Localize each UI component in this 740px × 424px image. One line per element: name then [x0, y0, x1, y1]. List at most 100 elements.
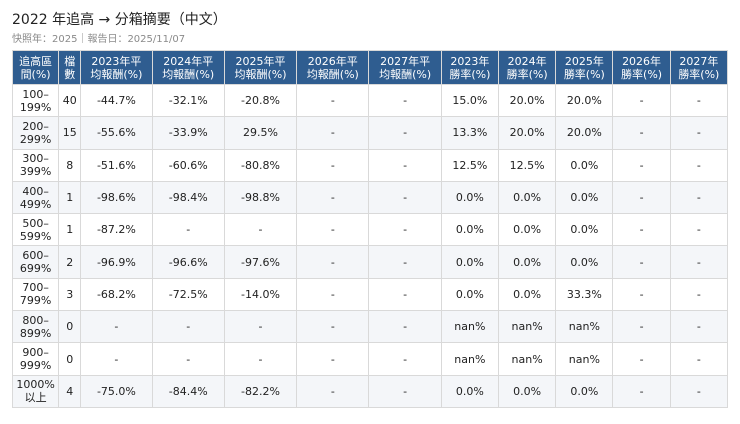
- header-line: 2025年: [564, 54, 604, 68]
- return-2027-cell: -: [368, 310, 442, 344]
- range-line: 599%: [19, 229, 52, 243]
- count-cell: 1: [58, 213, 82, 247]
- header-line: 2027年平: [380, 54, 431, 68]
- winrate-2026-cell: -: [612, 374, 671, 408]
- return-2024-cell: -: [151, 213, 225, 247]
- winrate-2025-cell: 33.3%: [555, 277, 614, 312]
- return-2024-cell: -33.9%: [151, 116, 225, 150]
- range-line: 900–: [22, 346, 49, 360]
- range-line: 400–: [22, 184, 49, 198]
- winrate-2023-cell: 0.0%: [440, 277, 499, 312]
- range-cell: 500– 599%: [11, 213, 60, 247]
- table-row: 700– 799% 3 -68.2% -72.5% -14.0% - -0.0% 0.0% 33.…: [11, 277, 729, 312]
- count-cell: 15: [58, 116, 82, 150]
- winrate-2024-cell: 0.0%: [497, 245, 557, 279]
- column-header-return-2026: 2026年平 均報酬(%): [296, 50, 370, 85]
- winrate-2027-cell: -: [669, 342, 729, 376]
- return-2026-cell: -: [296, 213, 370, 247]
- header-line: 2026年: [622, 54, 662, 68]
- winrate-2024-cell: 0.0%: [497, 213, 557, 247]
- count-cell: 40: [58, 83, 82, 118]
- range-line: 699%: [19, 262, 52, 276]
- return-2027-cell: -: [368, 277, 442, 312]
- count-cell: 3: [58, 277, 82, 312]
- winrate-2023-cell: 12.5%: [440, 148, 499, 182]
- return-2024-cell: -84.4%: [151, 374, 225, 408]
- column-header-return-2027: 2027年平 均報酬(%): [368, 50, 442, 85]
- return-2027-cell: -: [368, 83, 442, 118]
- winrate-2027-cell: -: [669, 180, 729, 215]
- range-cell: 300– 399%: [11, 148, 60, 182]
- return-2025-cell: -: [223, 342, 298, 376]
- winrate-2026-cell: -: [612, 245, 671, 279]
- header-line: 2023年平: [91, 54, 142, 68]
- range-cell: 200– 299%: [11, 116, 60, 150]
- winrate-2023-cell: 0.0%: [440, 213, 499, 247]
- column-header-return-2024: 2024年平 均報酬(%): [151, 50, 225, 85]
- winrate-2026-cell: -: [612, 342, 671, 376]
- count-cell: 4: [58, 374, 82, 408]
- winrate-2024-cell: 0.0%: [497, 180, 557, 215]
- header-line: 均報酬(%): [90, 67, 143, 81]
- return-2026-cell: -: [296, 245, 370, 279]
- return-2027-cell: -: [368, 374, 442, 408]
- winrate-2024-cell: 20.0%: [497, 116, 557, 150]
- table-row: 200– 299% 15 -55.6% -33.9% 29.5% - -13.3% 20.0% 2…: [11, 116, 729, 150]
- range-cell: 900– 999%: [11, 342, 60, 376]
- return-2025-cell: -14.0%: [223, 277, 298, 312]
- header-line: 勝率(%): [678, 67, 720, 81]
- winrate-2027-cell: -: [669, 277, 729, 312]
- return-2025-cell: -: [223, 213, 298, 247]
- range-line: 200–: [22, 119, 49, 133]
- header-line: 間(%): [20, 67, 51, 81]
- report-meta: 快照年：2025｜報告日：2025/11/07: [12, 34, 186, 45]
- return-2027-cell: -: [368, 180, 442, 215]
- return-2025-cell: 29.5%: [223, 116, 298, 150]
- winrate-2024-cell: 20.0%: [497, 83, 557, 118]
- range-cell: 800– 899%: [11, 310, 60, 344]
- header-line: 均報酬(%): [162, 67, 215, 81]
- column-header-winrate-2027: 2027年 勝率(%): [669, 50, 729, 85]
- winrate-2026-cell: -: [612, 180, 671, 215]
- page-title: 2022 年追高 → 分箱摘要（中文）: [12, 12, 227, 28]
- winrate-2025-cell: 0.0%: [555, 245, 614, 279]
- header-line: 2024年平: [163, 54, 214, 68]
- range-line: 300–: [22, 152, 49, 166]
- winrate-2025-cell: nan%: [555, 310, 614, 344]
- winrate-2026-cell: -: [612, 148, 671, 182]
- header-row: 追高區 間(%) 檔數 2023年平 均報酬(%) 2024年平 均報酬(%) 202…: [11, 50, 729, 85]
- return-2023-cell: -55.6%: [80, 116, 153, 150]
- return-2023-cell: -: [80, 310, 153, 344]
- return-2027-cell: -: [368, 213, 442, 247]
- winrate-2027-cell: -: [669, 310, 729, 344]
- range-line: 999%: [19, 359, 52, 373]
- range-line: 700–: [22, 281, 49, 295]
- return-2023-cell: -96.9%: [80, 245, 153, 279]
- range-cell: 400– 499%: [11, 180, 60, 215]
- winrate-2024-cell: 12.5%: [497, 148, 557, 182]
- return-2024-cell: -96.6%: [151, 245, 225, 279]
- return-2024-cell: -: [151, 342, 225, 376]
- header-line: 追高區: [19, 54, 53, 68]
- header-line: 檔: [64, 54, 76, 68]
- winrate-2025-cell: nan%: [555, 342, 614, 376]
- winrate-2024-cell: 0.0%: [497, 277, 557, 312]
- table-row: 900– 999% 0- - - - - nan% nan% nan% - -: [11, 342, 729, 376]
- winrate-2027-cell: -: [669, 245, 729, 279]
- winrate-2026-cell: -: [612, 83, 671, 118]
- return-2023-cell: -68.2%: [80, 277, 153, 312]
- winrate-2025-cell: 0.0%: [555, 148, 614, 182]
- range-cell: 600– 699%: [11, 245, 60, 279]
- return-2023-cell: -: [80, 342, 153, 376]
- header-line: 均報酬(%): [306, 67, 359, 81]
- count-cell: 0: [58, 310, 82, 344]
- column-header-winrate-2026: 2026年 勝率(%): [612, 50, 671, 85]
- return-2024-cell: -98.4%: [151, 180, 225, 215]
- return-2027-cell: -: [368, 245, 442, 279]
- range-line: 799%: [19, 294, 52, 308]
- header-line: 數: [64, 67, 76, 81]
- header-line: 均報酬(%): [234, 67, 287, 81]
- column-header-winrate-2025: 2025年 勝率(%): [555, 50, 614, 85]
- return-2025-cell: -80.8%: [223, 148, 298, 182]
